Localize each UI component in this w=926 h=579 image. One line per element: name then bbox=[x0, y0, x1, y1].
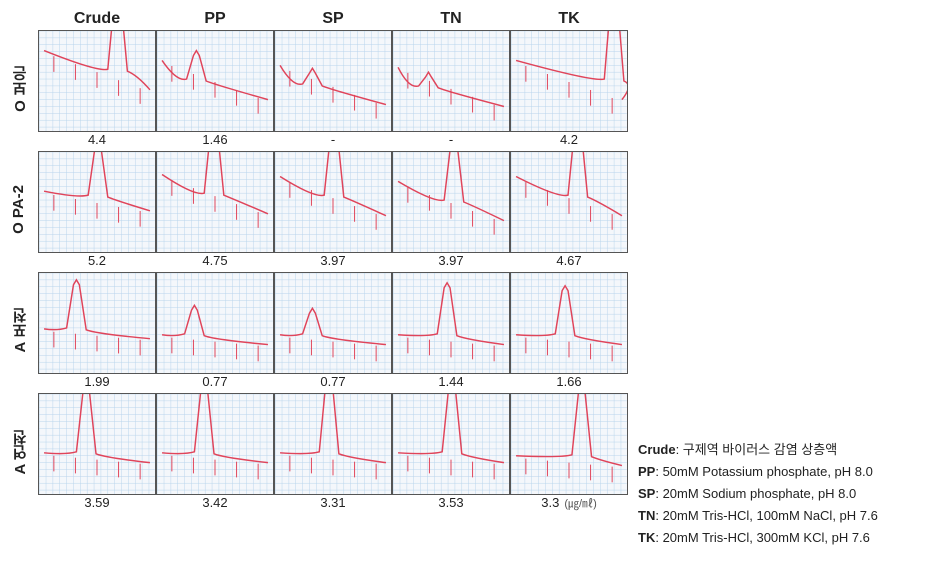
chromatogram-cell bbox=[156, 151, 274, 253]
chromatogram-cell bbox=[38, 30, 156, 132]
chromatogram-cell bbox=[274, 393, 392, 495]
concentration-value: 1.46 bbox=[156, 132, 274, 147]
chart-row: A 연천 3.593.423.313.533.3 (㎍/㎖) bbox=[10, 393, 628, 511]
concentration-value: 3.97 bbox=[392, 253, 510, 268]
legend-item: TK: 20mM Tris-HCl, 300mM KCl, pH 7.6 bbox=[638, 527, 878, 549]
col-header: TK bbox=[510, 10, 628, 28]
chromatogram-cell bbox=[38, 393, 156, 495]
concentration-value: 3.31 bbox=[274, 495, 392, 511]
legend-item: TN: 20mM Tris-HCl, 100mM NaCl, pH 7.6 bbox=[638, 505, 878, 527]
chromatogram-cell bbox=[38, 272, 156, 374]
chromatogram-cell bbox=[38, 151, 156, 253]
chart-row: O PA-25.24.753.973.974.67 bbox=[10, 151, 628, 268]
chromatogram-cell bbox=[392, 272, 510, 374]
col-header: TN bbox=[392, 10, 510, 28]
concentration-value: 3.42 bbox=[156, 495, 274, 511]
row-label: O 보은 bbox=[10, 66, 38, 112]
chromatogram-cell bbox=[510, 393, 628, 495]
concentration-value: 1.66 bbox=[510, 374, 628, 389]
chromatogram-cell bbox=[156, 393, 274, 495]
concentration-value: - bbox=[392, 132, 510, 147]
column-headers: Crude PP SP TN TK bbox=[38, 10, 628, 28]
concentration-value: 4.4 bbox=[38, 132, 156, 147]
chromatogram-cell bbox=[274, 151, 392, 253]
concentration-value: 4.2 bbox=[510, 132, 628, 147]
concentration-value: 3.53 bbox=[392, 495, 510, 511]
chromatogram-cell bbox=[156, 30, 274, 132]
row-label: A 포천 bbox=[10, 308, 38, 352]
chromatogram-cell bbox=[392, 151, 510, 253]
legend-item: PP: 50mM Potassium phosphate, pH 8.0 bbox=[638, 461, 878, 483]
col-header: SP bbox=[274, 10, 392, 28]
unit-label: (㎍/㎖) bbox=[561, 498, 596, 510]
chromatogram-cell bbox=[392, 30, 510, 132]
concentration-value: 3.59 bbox=[38, 495, 156, 511]
row-label: A 연천 bbox=[10, 430, 38, 474]
chromatogram-cell bbox=[510, 30, 628, 132]
concentration-value: 3.3 (㎍/㎖) bbox=[510, 495, 628, 511]
buffer-legend: Crude: 구제역 바이러스 감염 상층액 PP: 50mM Potassiu… bbox=[638, 10, 878, 569]
row-label: O PA-2 bbox=[10, 185, 38, 234]
chromatogram-cell bbox=[274, 30, 392, 132]
concentration-value: 5.2 bbox=[38, 253, 156, 268]
col-header: Crude bbox=[38, 10, 156, 28]
legend-item: SP: 20mM Sodium phosphate, pH 8.0 bbox=[638, 483, 878, 505]
chromatogram-cell bbox=[156, 272, 274, 374]
chart-row: A 포천1.990.770.771.441.66 bbox=[10, 272, 628, 389]
concentration-value: 0.77 bbox=[156, 374, 274, 389]
chromatogram-grid: Crude PP SP TN TK O 보은4.41.46--4.2O PA-2… bbox=[10, 10, 628, 569]
legend-item: Crude: 구제역 바이러스 감염 상층액 bbox=[638, 439, 878, 461]
concentration-value: 4.75 bbox=[156, 253, 274, 268]
concentration-value: 0.77 bbox=[274, 374, 392, 389]
concentration-value: - bbox=[274, 132, 392, 147]
chromatogram-cell bbox=[392, 393, 510, 495]
chart-row: O 보은4.41.46--4.2 bbox=[10, 30, 628, 147]
concentration-value: 1.99 bbox=[38, 374, 156, 389]
concentration-value: 4.67 bbox=[510, 253, 628, 268]
col-header: PP bbox=[156, 10, 274, 28]
chromatogram-cell bbox=[274, 272, 392, 374]
concentration-value: 1.44 bbox=[392, 374, 510, 389]
chromatogram-cell bbox=[510, 272, 628, 374]
chromatogram-cell bbox=[510, 151, 628, 253]
concentration-value: 3.97 bbox=[274, 253, 392, 268]
